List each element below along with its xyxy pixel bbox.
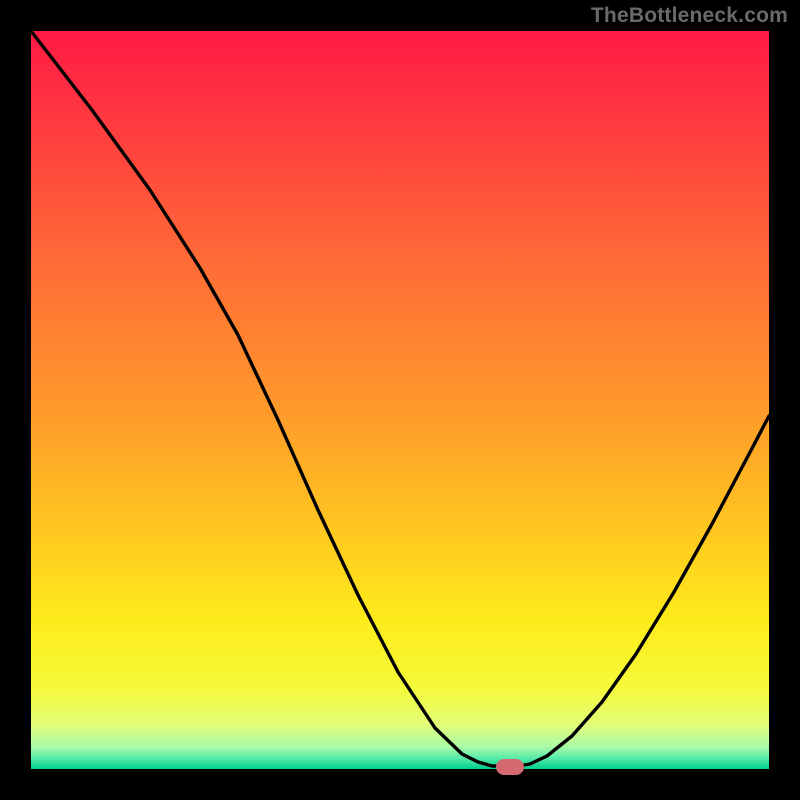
attribution-text: TheBottleneck.com <box>591 4 788 28</box>
optimal-point-marker <box>496 759 524 775</box>
gradient-plot-area <box>31 31 769 769</box>
